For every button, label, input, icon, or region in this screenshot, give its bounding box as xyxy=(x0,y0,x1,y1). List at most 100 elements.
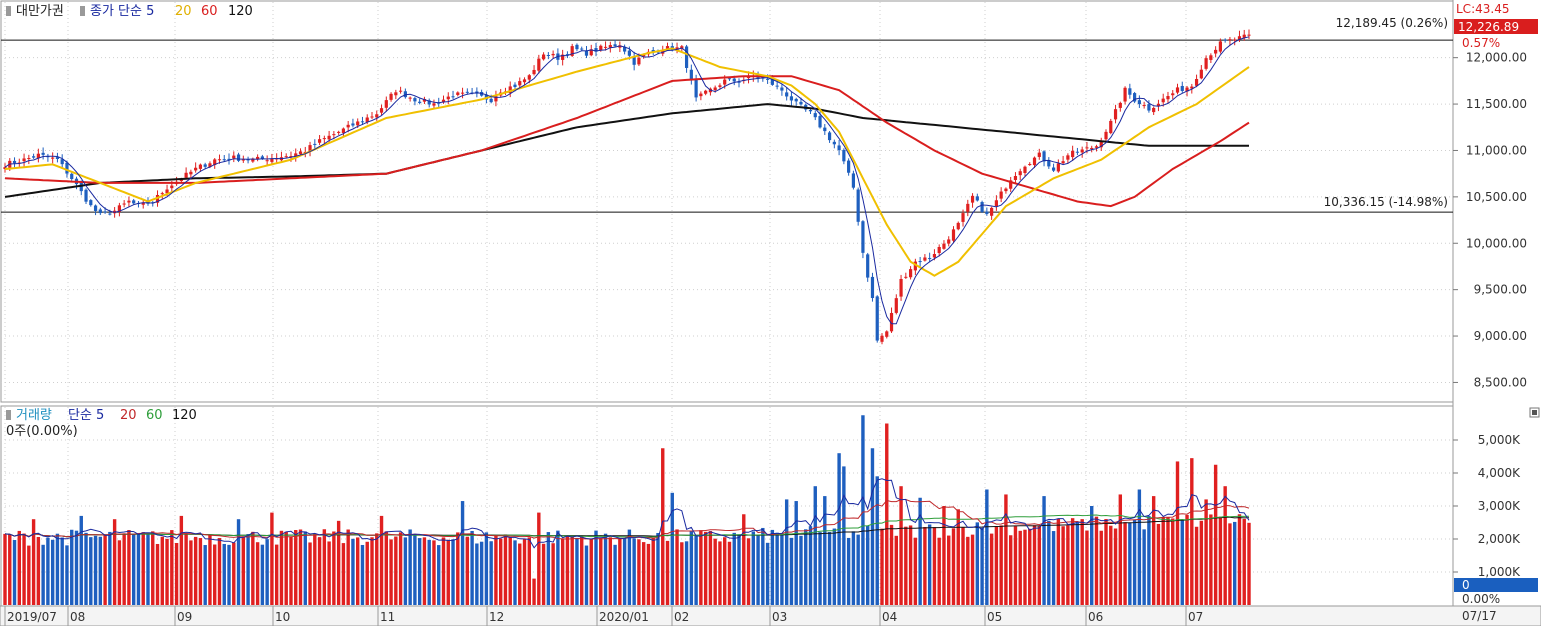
volume-bar xyxy=(861,415,865,605)
volume-bar xyxy=(375,533,379,605)
volume-bar xyxy=(1104,519,1108,605)
volume-bar xyxy=(880,528,884,605)
volume-bar xyxy=(279,530,284,605)
candle-body xyxy=(12,160,17,164)
candle-body xyxy=(55,157,60,159)
candle-body xyxy=(84,189,88,202)
volume-bar xyxy=(875,476,879,605)
volume-bar xyxy=(384,531,389,605)
volume-bar xyxy=(989,533,994,605)
candle-body xyxy=(332,134,336,136)
candle-body xyxy=(575,44,579,50)
volume-bar xyxy=(112,519,117,605)
volume-bar xyxy=(603,533,608,605)
candle-body xyxy=(823,127,827,132)
candle-body xyxy=(789,96,794,101)
volume-bar xyxy=(1223,486,1227,605)
volume-bar xyxy=(365,541,369,605)
candle-body xyxy=(961,213,965,222)
volume-bar xyxy=(508,537,512,605)
candle-body xyxy=(632,57,636,65)
volume-bar xyxy=(46,537,50,605)
legend-ma5: 종가 단순 5 xyxy=(90,4,154,19)
volume-bar xyxy=(251,531,255,605)
volume-bar xyxy=(174,542,179,605)
candle-body xyxy=(31,156,36,158)
candle-body xyxy=(337,131,341,133)
legend-ma20: 20 xyxy=(175,4,192,19)
volume-bar xyxy=(908,525,913,605)
candle-body xyxy=(189,171,193,175)
volume-bar xyxy=(170,530,174,605)
volume-bar xyxy=(1185,514,1189,605)
volume-bar xyxy=(217,538,222,605)
volume-bar xyxy=(641,542,646,605)
volume-bar xyxy=(308,542,312,605)
volume-bar xyxy=(1056,518,1061,605)
x-tick-label: 02 xyxy=(674,610,689,624)
volume-bar xyxy=(1151,496,1156,605)
volume-bar xyxy=(203,545,207,605)
volume-bar xyxy=(813,486,817,605)
candle-body xyxy=(1171,93,1175,96)
volume-bar xyxy=(627,529,632,605)
y-tick-label: 10,500.00 xyxy=(1466,190,1527,204)
volume-bar xyxy=(255,542,260,605)
candle-body xyxy=(970,195,975,203)
candle-body xyxy=(418,101,422,103)
candle-body xyxy=(413,98,417,102)
candle-body xyxy=(213,159,217,166)
candle-body xyxy=(827,132,832,141)
candle-body xyxy=(951,229,956,241)
volume-bar xyxy=(732,532,736,605)
volume-bar xyxy=(904,526,908,605)
candle-body xyxy=(379,108,384,113)
volume-zero-box xyxy=(1454,578,1538,592)
volume-bar xyxy=(79,515,83,605)
candle-body xyxy=(723,79,727,85)
candle-body xyxy=(370,116,374,118)
candle-body xyxy=(1237,36,1242,40)
volume-bar xyxy=(494,535,498,605)
volume-bar xyxy=(441,537,446,605)
x-tick-label: 09 xyxy=(177,610,192,624)
volume-bar xyxy=(818,532,822,605)
candle-body xyxy=(1185,87,1189,92)
volume-bar xyxy=(370,537,374,605)
volume-bar xyxy=(522,538,527,605)
candle-body xyxy=(222,159,226,161)
candle-body xyxy=(236,154,241,161)
candle-body xyxy=(122,203,126,205)
candle-body xyxy=(1013,175,1018,180)
volume-bar xyxy=(927,524,932,605)
candle-body xyxy=(1113,109,1118,120)
volume-bar xyxy=(346,529,350,605)
candle-body xyxy=(537,58,541,71)
candle-body xyxy=(637,57,641,65)
volume-bar xyxy=(1242,518,1246,605)
volume-bar xyxy=(856,534,860,605)
candle-body xyxy=(1180,85,1184,91)
volume-bar xyxy=(804,529,808,605)
candle-body xyxy=(699,93,703,97)
x-tick-label: 08 xyxy=(70,610,85,624)
volume-bar xyxy=(894,535,898,605)
candle-body xyxy=(541,54,546,60)
volume-bar xyxy=(1028,528,1032,605)
candle-body xyxy=(1175,87,1180,93)
volume-bar xyxy=(437,545,441,605)
volume-bar xyxy=(160,536,164,605)
panel-toggle-icon-inner xyxy=(1532,410,1537,415)
candle-body xyxy=(194,167,198,171)
volume-legend-ma120: 120 xyxy=(172,408,197,423)
volume-bar xyxy=(889,524,894,605)
candle-body xyxy=(627,50,631,56)
candle-body xyxy=(608,45,612,48)
volume-bar xyxy=(985,489,989,605)
candle-body xyxy=(680,46,684,49)
volume-bar xyxy=(475,543,479,605)
volume-bar xyxy=(322,529,327,605)
volume-bar xyxy=(556,530,560,605)
volume-bar xyxy=(584,545,589,605)
